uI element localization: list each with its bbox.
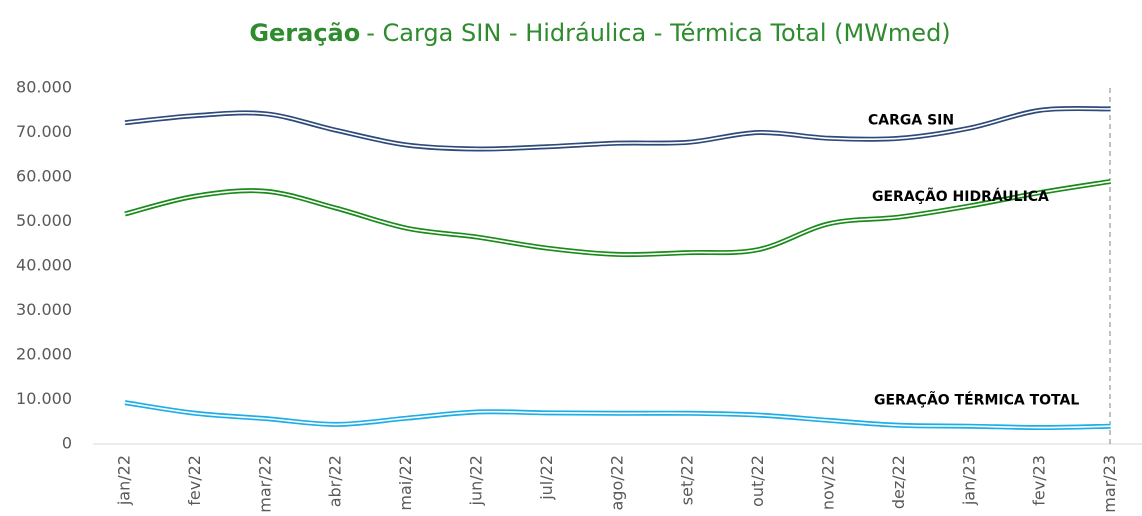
y-tick-label: 10.000	[16, 389, 72, 408]
x-tick-label: mar/22	[255, 455, 274, 513]
x-tick-label: fev/23	[1030, 455, 1049, 506]
y-tick-label: 20.000	[16, 345, 72, 364]
y-tick-label: 40.000	[16, 256, 72, 275]
x-tick-label: nov/22	[819, 455, 838, 510]
y-tick-label: 70.000	[16, 122, 72, 141]
series-label: CARGA SIN	[868, 112, 954, 128]
y-tick-label: 60.000	[16, 167, 72, 186]
x-tick-label: mai/22	[396, 455, 415, 511]
x-tick-label: jun/22	[467, 455, 486, 506]
y-tick-label: 30.000	[16, 300, 72, 319]
title-rest: - Carga SIN - Hidráulica - Térmica Total…	[366, 19, 950, 47]
x-tick-label: jul/22	[537, 455, 556, 501]
x-tick-label: ago/22	[607, 455, 626, 511]
y-tick-label: 50.000	[16, 211, 72, 230]
x-tick-label: out/22	[748, 455, 767, 507]
y-tick-label: 80.000	[16, 78, 72, 97]
series-line-inner	[124, 107, 1111, 150]
x-tick-label: fev/22	[185, 455, 204, 506]
x-tick-label: jan/23	[959, 455, 978, 506]
y-tick-label: 0	[62, 434, 72, 453]
series-line-inner	[124, 401, 1111, 429]
x-tick-label: abr/22	[326, 455, 345, 507]
series-label: GERAÇÃO TÉRMICA TOTAL	[874, 391, 1079, 408]
x-tick-label: dez/22	[889, 455, 908, 509]
x-tick-label: jan/22	[115, 455, 134, 506]
chart-title: Geração - Carga SIN - Hidráulica - Térmic…	[249, 19, 950, 47]
title-bold: Geração	[249, 19, 360, 47]
x-tick-label: mar/23	[1100, 455, 1119, 513]
series-label: GERAÇÃO HIDRÁULICA	[872, 188, 1049, 205]
series-line-inner	[124, 180, 1111, 256]
x-tick-label: set/22	[678, 455, 697, 505]
